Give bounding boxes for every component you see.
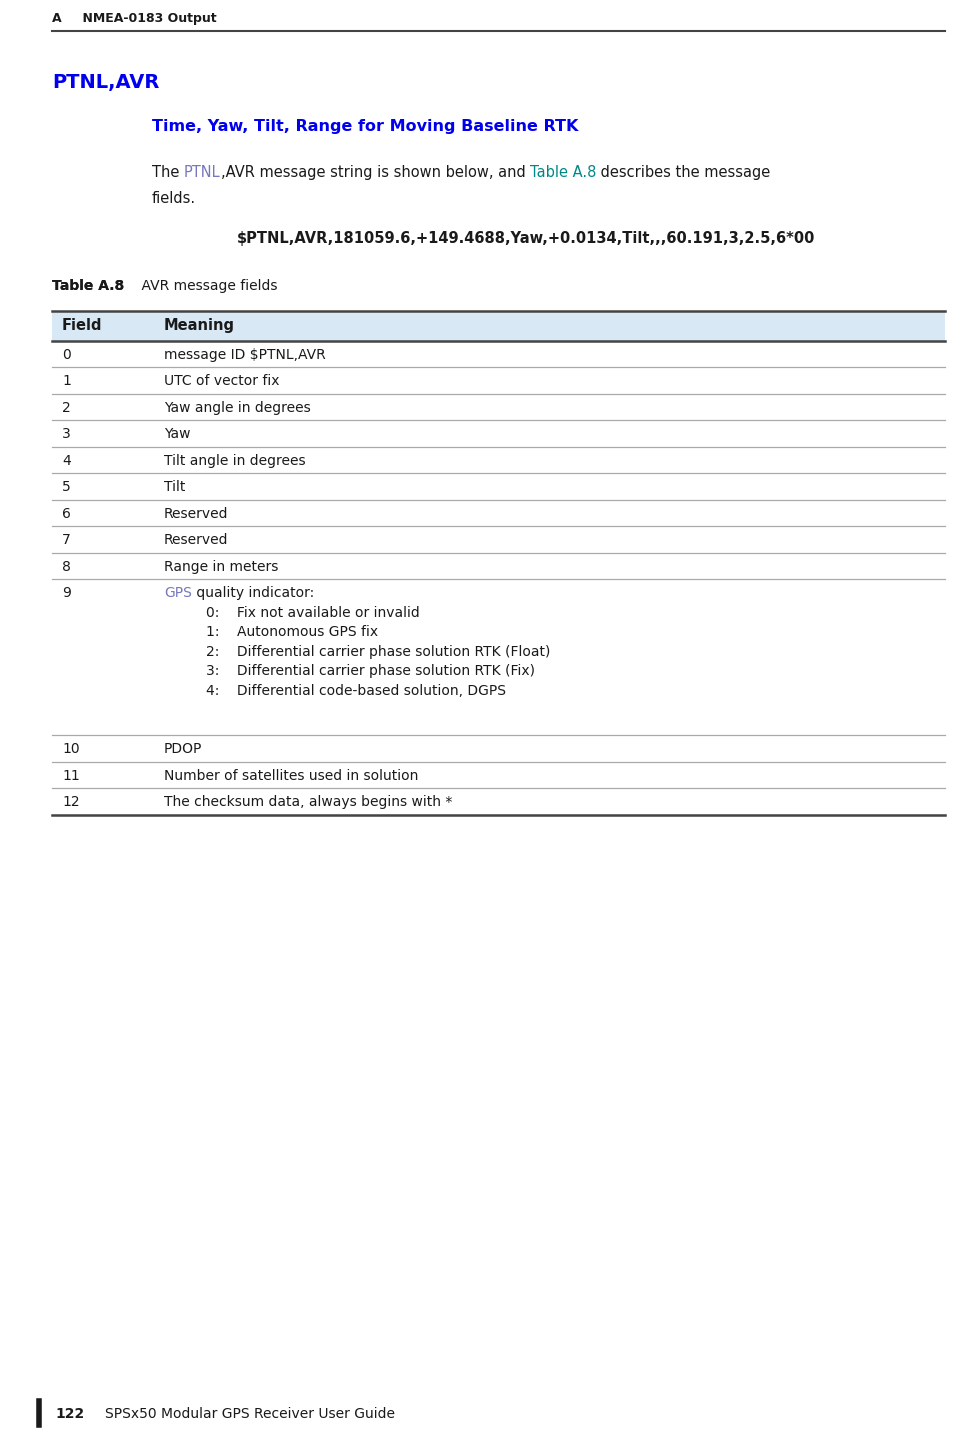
Text: 1: 1	[62, 374, 71, 388]
Text: Tilt: Tilt	[164, 480, 186, 494]
Text: Tilt angle in degrees: Tilt angle in degrees	[164, 454, 306, 467]
Text: SPSx50 Modular GPS Receiver User Guide: SPSx50 Modular GPS Receiver User Guide	[105, 1407, 395, 1421]
Text: 9: 9	[62, 586, 71, 601]
Text: Meaning: Meaning	[164, 318, 235, 332]
Text: PTNL: PTNL	[184, 165, 221, 180]
Text: 0:    Fix not available or invalid: 0: Fix not available or invalid	[206, 605, 419, 619]
Text: GPS: GPS	[164, 586, 192, 601]
Text: 2:    Differential carrier phase solution RTK (Float): 2: Differential carrier phase solution R…	[206, 645, 551, 658]
Text: 12: 12	[62, 795, 80, 809]
Text: 3: 3	[62, 427, 71, 441]
Text: ,AVR message string is shown below, and: ,AVR message string is shown below, and	[221, 165, 530, 180]
Text: PDOP: PDOP	[164, 741, 202, 756]
Text: Reserved: Reserved	[164, 533, 229, 547]
Text: Table A.8: Table A.8	[52, 279, 125, 293]
Text: 6: 6	[62, 506, 71, 520]
Text: fields.: fields.	[152, 191, 197, 205]
Text: message ID $PTNL,AVR: message ID $PTNL,AVR	[164, 348, 326, 362]
FancyBboxPatch shape	[52, 310, 945, 341]
Text: 122: 122	[55, 1407, 85, 1421]
Text: Field: Field	[62, 318, 102, 332]
Text: quality indicator:: quality indicator:	[192, 586, 314, 601]
Text: Yaw: Yaw	[164, 427, 191, 441]
Text: The checksum data, always begins with *: The checksum data, always begins with *	[164, 795, 452, 809]
Text: Table A.8: Table A.8	[530, 165, 596, 180]
Text: 3:    Differential carrier phase solution RTK (Fix): 3: Differential carrier phase solution R…	[206, 664, 535, 678]
Text: 2: 2	[62, 401, 71, 414]
Text: Time, Yaw, Tilt, Range for Moving Baseline RTK: Time, Yaw, Tilt, Range for Moving Baseli…	[152, 119, 578, 134]
Text: 4: 4	[62, 454, 71, 467]
Text: 11: 11	[62, 769, 80, 783]
Text: 4:    Differential code-based solution, DGPS: 4: Differential code-based solution, DGP…	[206, 684, 506, 697]
Text: 5: 5	[62, 480, 71, 494]
Text: Reserved: Reserved	[164, 506, 229, 520]
Text: AVR message fields: AVR message fields	[125, 279, 277, 293]
Text: PTNL,AVR: PTNL,AVR	[52, 73, 160, 92]
Text: 7: 7	[62, 533, 71, 547]
Text: UTC of vector fix: UTC of vector fix	[164, 374, 279, 388]
Text: 0: 0	[62, 348, 71, 362]
Text: describes the message: describes the message	[596, 165, 771, 180]
Text: NMEA-0183 Output: NMEA-0183 Output	[65, 11, 217, 24]
Text: 10: 10	[62, 741, 80, 756]
Text: Table A.8: Table A.8	[52, 279, 125, 293]
Text: $PTNL,AVR,181059.6,+149.4688,Yaw,+0.0134,Tilt,,,60.191,3,2.5,6*00: $PTNL,AVR,181059.6,+149.4688,Yaw,+0.0134…	[237, 230, 815, 246]
Text: Range in meters: Range in meters	[164, 559, 278, 573]
Text: 8: 8	[62, 559, 71, 573]
Text: Number of satellites used in solution: Number of satellites used in solution	[164, 769, 418, 783]
Text: 1:    Autonomous GPS fix: 1: Autonomous GPS fix	[206, 625, 378, 639]
Text: Yaw angle in degrees: Yaw angle in degrees	[164, 401, 310, 414]
Text: The: The	[152, 165, 184, 180]
Text: A: A	[52, 11, 61, 24]
